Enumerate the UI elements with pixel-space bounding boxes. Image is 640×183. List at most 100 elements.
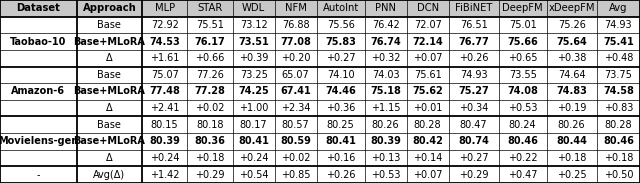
Text: +1.00: +1.00 — [239, 103, 268, 113]
Text: Δ: Δ — [106, 103, 113, 113]
Text: 75.27: 75.27 — [458, 87, 489, 96]
Text: 73.25: 73.25 — [240, 70, 268, 80]
Text: 76.17: 76.17 — [195, 37, 225, 47]
Text: 80.46: 80.46 — [508, 136, 538, 146]
Text: 80.26: 80.26 — [372, 120, 399, 130]
Text: +0.29: +0.29 — [195, 170, 225, 180]
Text: +0.47: +0.47 — [508, 170, 538, 180]
Text: +0.13: +0.13 — [371, 153, 401, 163]
Text: 76.88: 76.88 — [282, 20, 310, 30]
Text: +0.48: +0.48 — [604, 53, 633, 63]
Text: 80.28: 80.28 — [605, 120, 632, 130]
Text: +0.07: +0.07 — [413, 170, 442, 180]
Text: +0.18: +0.18 — [604, 153, 633, 163]
Text: 80.36: 80.36 — [195, 136, 225, 146]
Text: +0.14: +0.14 — [413, 153, 442, 163]
Text: 67.41: 67.41 — [280, 87, 311, 96]
Text: 80.41: 80.41 — [325, 136, 356, 146]
Text: 80.28: 80.28 — [414, 120, 442, 130]
Text: Movielens-gen: Movielens-gen — [0, 136, 79, 146]
Bar — [0, 0, 640, 17]
Text: -: - — [36, 170, 40, 180]
Text: +1.61: +1.61 — [150, 53, 179, 63]
Text: 75.66: 75.66 — [508, 37, 538, 47]
Text: 76.74: 76.74 — [371, 37, 401, 47]
Text: 76.51: 76.51 — [460, 20, 488, 30]
Text: +0.25: +0.25 — [557, 170, 586, 180]
Text: +0.54: +0.54 — [239, 170, 268, 180]
Text: +0.18: +0.18 — [195, 153, 225, 163]
Text: MLP: MLP — [155, 3, 175, 13]
Text: 72.07: 72.07 — [413, 20, 442, 30]
Text: 65.07: 65.07 — [282, 70, 310, 80]
Text: 73.55: 73.55 — [509, 70, 536, 80]
Text: Δ: Δ — [106, 53, 113, 63]
Text: 80.59: 80.59 — [280, 136, 311, 146]
Text: 80.47: 80.47 — [460, 120, 488, 130]
Text: 80.57: 80.57 — [282, 120, 310, 130]
Text: 80.44: 80.44 — [556, 136, 587, 146]
Text: 74.08: 74.08 — [508, 87, 538, 96]
Text: FiBiNET: FiBiNET — [455, 3, 492, 13]
Text: 80.74: 80.74 — [458, 136, 489, 146]
Text: 80.15: 80.15 — [151, 120, 179, 130]
Text: Δ: Δ — [106, 153, 113, 163]
Text: Base+MLoRA: Base+MLoRA — [74, 136, 145, 146]
Text: +0.85: +0.85 — [281, 170, 310, 180]
Text: 74.46: 74.46 — [325, 87, 356, 96]
Text: 72.14: 72.14 — [412, 37, 443, 47]
Text: 75.18: 75.18 — [370, 87, 401, 96]
Text: xDeepFM: xDeepFM — [548, 3, 595, 13]
Text: +0.83: +0.83 — [604, 103, 633, 113]
Text: 75.56: 75.56 — [327, 20, 355, 30]
Text: 74.93: 74.93 — [605, 20, 632, 30]
Text: Base: Base — [97, 120, 121, 130]
Text: +0.24: +0.24 — [150, 153, 179, 163]
Text: +0.02: +0.02 — [195, 103, 225, 113]
Text: Base+MLoRA: Base+MLoRA — [74, 87, 145, 96]
Text: 74.10: 74.10 — [327, 70, 355, 80]
Text: 80.39: 80.39 — [370, 136, 401, 146]
Text: 80.42: 80.42 — [412, 136, 443, 146]
Text: +0.39: +0.39 — [239, 53, 268, 63]
Text: 80.24: 80.24 — [509, 120, 536, 130]
Text: 74.58: 74.58 — [603, 87, 634, 96]
Text: +0.22: +0.22 — [508, 153, 538, 163]
Text: 77.26: 77.26 — [196, 70, 224, 80]
Text: +0.19: +0.19 — [557, 103, 586, 113]
Text: 75.83: 75.83 — [325, 37, 356, 47]
Text: +0.02: +0.02 — [281, 153, 310, 163]
Text: +0.16: +0.16 — [326, 153, 355, 163]
Text: 80.26: 80.26 — [558, 120, 586, 130]
Text: +0.26: +0.26 — [459, 53, 488, 63]
Text: STAR: STAR — [197, 3, 223, 13]
Text: +0.26: +0.26 — [326, 170, 355, 180]
Text: 73.51: 73.51 — [238, 37, 269, 47]
Text: +1.15: +1.15 — [371, 103, 401, 113]
Text: +0.29: +0.29 — [459, 170, 488, 180]
Text: +0.53: +0.53 — [371, 170, 401, 180]
Text: 74.53: 74.53 — [149, 37, 180, 47]
Text: +0.24: +0.24 — [239, 153, 268, 163]
Text: 74.83: 74.83 — [556, 87, 587, 96]
Text: Avg: Avg — [609, 3, 628, 13]
Text: 75.01: 75.01 — [509, 20, 536, 30]
Text: Dataset: Dataset — [17, 3, 60, 13]
Text: +0.36: +0.36 — [326, 103, 355, 113]
Text: 74.93: 74.93 — [460, 70, 488, 80]
Text: +0.01: +0.01 — [413, 103, 442, 113]
Text: Amazon-6: Amazon-6 — [12, 87, 65, 96]
Text: 80.18: 80.18 — [196, 120, 224, 130]
Text: 75.07: 75.07 — [151, 70, 179, 80]
Text: 74.25: 74.25 — [238, 87, 269, 96]
Text: Approach: Approach — [83, 3, 136, 13]
Text: 80.17: 80.17 — [240, 120, 268, 130]
Text: 75.51: 75.51 — [196, 20, 224, 30]
Text: +2.41: +2.41 — [150, 103, 179, 113]
Text: +1.42: +1.42 — [150, 170, 179, 180]
Text: NFM: NFM — [285, 3, 307, 13]
Text: PNN: PNN — [375, 3, 396, 13]
Text: +0.20: +0.20 — [281, 53, 310, 63]
Text: 73.75: 73.75 — [604, 70, 632, 80]
Text: WDL: WDL — [242, 3, 265, 13]
